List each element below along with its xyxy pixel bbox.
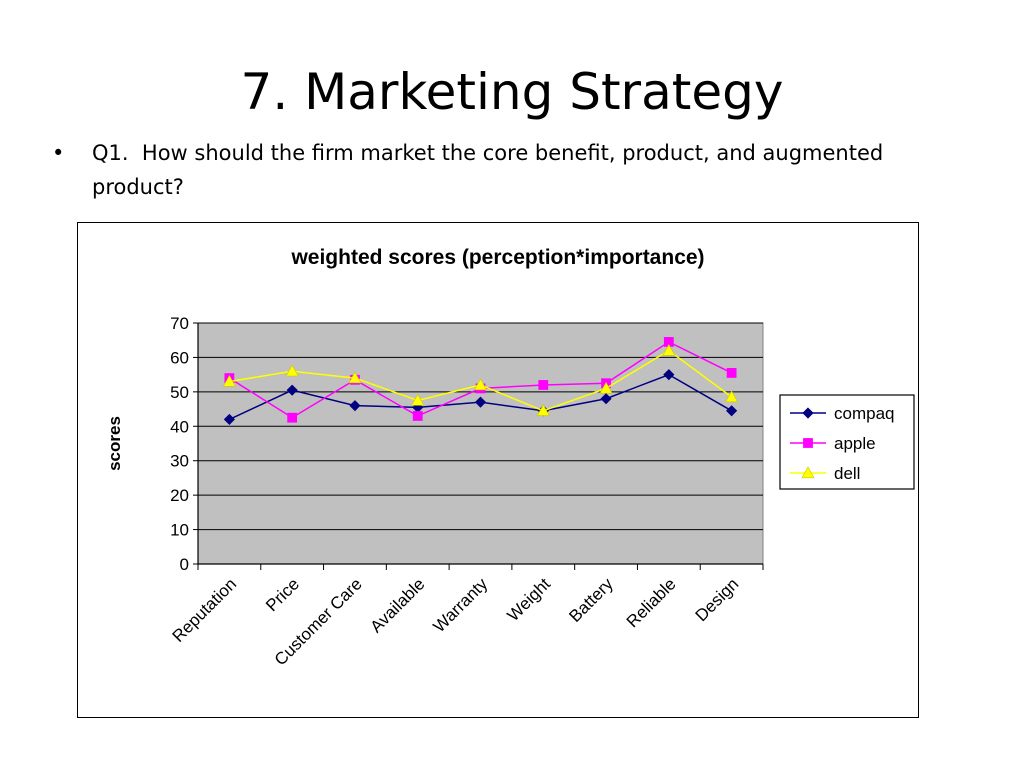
data-point-compaq: [286, 384, 298, 396]
x-tick-label: Warranty: [430, 574, 492, 636]
data-point-dell: [536, 404, 550, 416]
x-tick-label: Price: [262, 574, 303, 615]
x-tick-label: Weight: [503, 574, 554, 625]
data-point-dell: [348, 371, 362, 384]
series-dell: [222, 343, 739, 416]
data-point-apple: [287, 412, 298, 423]
y-tick-label: 50: [170, 383, 189, 402]
data-point-compaq: [223, 413, 235, 425]
chart-container: weighted scores (perception*importance) 0…: [77, 222, 919, 718]
legend-marker: [802, 407, 814, 419]
data-point-compaq: [663, 369, 675, 381]
y-tick-label: 10: [170, 521, 189, 540]
data-point-apple: [726, 368, 737, 378]
data-point-compaq: [474, 396, 487, 408]
y-tick-label: 0: [180, 555, 189, 574]
y-axis-label: scores: [105, 416, 124, 471]
legend-marker: [801, 466, 815, 479]
y-tick-label: 70: [170, 314, 189, 333]
legend-label: compaq: [834, 404, 894, 423]
x-tick-label: Reputation: [169, 574, 241, 646]
legend-item-compaq: compaq: [790, 404, 894, 423]
data-point-compaq: [349, 400, 361, 412]
x-tick-label: Reliable: [623, 574, 680, 631]
legend: compaq apple dell: [779, 394, 915, 490]
data-point-apple: [412, 411, 423, 421]
legend-label: apple: [834, 434, 876, 453]
x-tick-label: Available: [367, 574, 429, 636]
y-tick-label: 20: [170, 486, 189, 505]
x-tick-label: Battery: [565, 574, 617, 626]
legend-label: dell: [834, 464, 860, 483]
plot-area: [197, 322, 764, 565]
y-tick-label: 40: [170, 417, 189, 436]
chart-title: weighted scores (perception*importance): [290, 246, 704, 269]
data-point-dell: [599, 381, 613, 394]
legend-item-dell: dell: [790, 464, 860, 483]
y-tick-label: 30: [170, 452, 189, 471]
bullet-symbol: •: [52, 141, 65, 165]
x-tick-label: Design: [692, 574, 743, 625]
data-point-dell: [473, 378, 488, 391]
legend-marker: [803, 438, 813, 448]
legend-item-apple: apple: [790, 434, 876, 453]
slide-title: 7. Marketing Strategy: [240, 63, 784, 121]
data-point-dell: [285, 364, 299, 377]
data-point-compaq: [600, 393, 612, 405]
bullet-text: Q1. How should the firm market the core …: [92, 141, 890, 199]
data-point-apple: [538, 380, 549, 390]
data-point-dell: [662, 343, 676, 356]
line-chart: weighted scores (perception*importance) 0…: [105, 246, 915, 669]
data-point-compaq: [726, 405, 738, 417]
y-tick-label: 60: [170, 348, 189, 367]
data-point-dell: [411, 393, 425, 406]
series-compaq: [223, 369, 738, 425]
data-point-dell: [725, 390, 739, 403]
data-point-dell: [222, 374, 236, 387]
